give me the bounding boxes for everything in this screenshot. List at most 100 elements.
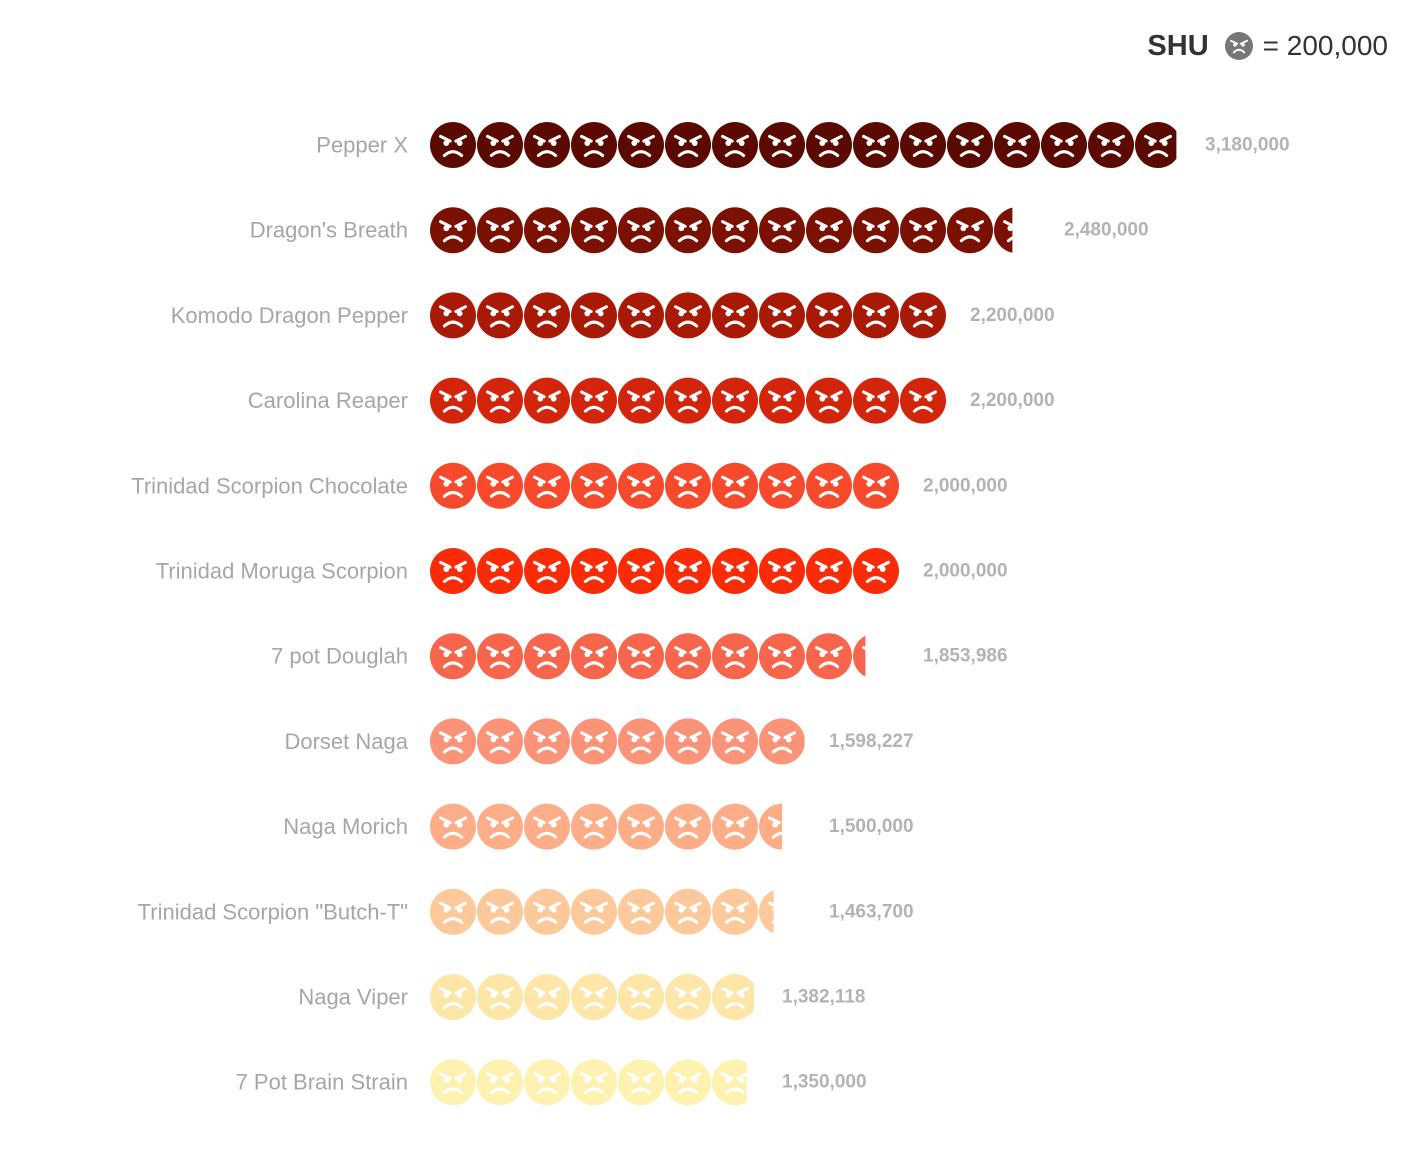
angry-face-icon	[853, 548, 899, 594]
category-label: Trinidad Scorpion Chocolate	[131, 473, 408, 498]
angry-face-icon	[665, 207, 711, 254]
angry-face-icon	[665, 718, 711, 765]
chart-row: Pepper X 3,180,000	[316, 122, 1290, 168]
angry-face-icon	[524, 888, 570, 935]
angry-face-icon	[618, 974, 664, 1020]
angry-face-icon	[618, 718, 664, 765]
angry-face-icon	[571, 803, 617, 850]
angry-face-icon	[430, 1059, 476, 1106]
angry-face-icon	[853, 122, 899, 168]
chart-row: Carolina Reaper 2,200,000	[248, 377, 1055, 424]
angry-face-icon	[524, 548, 570, 594]
angry-face-icon	[712, 718, 758, 765]
chart-row: Naga Viper 1,382,118	[298, 974, 865, 1020]
category-label: Naga Viper	[298, 985, 408, 1010]
angry-face-icon	[759, 207, 805, 254]
angry-face-icon	[571, 462, 617, 509]
angry-face-icon	[712, 377, 758, 424]
value-label: 1,382,118	[782, 987, 865, 1008]
angry-face-icon	[430, 292, 476, 339]
angry-face-icon	[477, 377, 523, 424]
angry-face-icon	[806, 122, 852, 168]
angry-face-icon	[618, 377, 664, 424]
angry-face-icon	[571, 377, 617, 424]
angry-face-icon	[665, 292, 711, 339]
chart-row: Trinidad Scorpion Chocolate 2,000,000	[131, 462, 1008, 509]
angry-face-icon	[759, 633, 805, 680]
angry-face-icon-partial	[712, 1059, 747, 1106]
angry-face-icon	[477, 803, 523, 850]
angry-face-icon	[806, 462, 852, 509]
angry-face-icon	[430, 974, 476, 1020]
value-label: 2,200,000	[970, 390, 1055, 411]
angry-face-icon	[618, 207, 664, 254]
angry-face-icon	[665, 462, 711, 509]
angry-face-icon	[806, 633, 852, 680]
category-label: Dorset Naga	[284, 729, 408, 754]
angry-face-icon	[712, 803, 758, 850]
angry-face-icon	[524, 633, 570, 680]
angry-face-icon	[900, 292, 946, 339]
angry-face-icon	[853, 292, 899, 339]
angry-face-icon	[618, 633, 664, 680]
angry-face-icon	[571, 122, 617, 168]
angry-face-icon	[806, 377, 852, 424]
angry-face-icon-partial	[994, 207, 1013, 253]
angry-face-icon	[430, 803, 476, 850]
angry-face-icon	[477, 1059, 523, 1106]
angry-face-icon-partial	[759, 718, 805, 765]
angry-face-icon	[994, 122, 1040, 168]
chart-row: Dragon's Breath 2,480,000	[250, 207, 1149, 254]
angry-face-icon	[571, 974, 617, 1020]
angry-face-icon	[806, 207, 852, 254]
angry-face-icon	[712, 122, 758, 168]
angry-face-icon	[712, 292, 758, 339]
chart-row: 7 pot Douglah 1,853,986	[271, 633, 1008, 680]
angry-face-icon	[524, 803, 570, 850]
angry-face-icon	[665, 974, 711, 1020]
angry-face-icon	[806, 548, 852, 594]
angry-face-icon	[430, 122, 476, 168]
angry-face-icon	[618, 1059, 664, 1106]
angry-face-icon	[947, 207, 993, 254]
angry-face-icon	[618, 462, 664, 509]
angry-face-icon	[571, 207, 617, 254]
angry-face-icon	[477, 718, 523, 765]
angry-face-icon	[665, 1059, 711, 1106]
category-label: Naga Morich	[283, 814, 408, 839]
value-label: 3,180,000	[1205, 135, 1290, 156]
chart-row: Trinidad Scorpion "Butch-T" 1,463,700	[138, 888, 914, 935]
angry-face-icon	[1088, 122, 1134, 168]
angry-face-icon	[712, 633, 758, 680]
chart-row: Trinidad Moruga Scorpion 2,000,000	[156, 548, 1008, 594]
angry-face-icon	[665, 548, 711, 594]
legend: SHU = 200,000	[1147, 28, 1388, 64]
value-label: 1,500,000	[829, 816, 914, 837]
angry-face-icon-partial	[853, 635, 866, 677]
angry-face-icon	[477, 888, 523, 935]
angry-face-icon	[524, 207, 570, 254]
angry-face-icon	[524, 718, 570, 765]
value-label: 2,000,000	[923, 561, 1008, 582]
chart-row: Naga Morich 1,500,000	[283, 803, 914, 850]
angry-face-icon	[665, 803, 711, 850]
angry-face-icon	[524, 122, 570, 168]
angry-face-icon	[618, 548, 664, 594]
angry-face-icon	[571, 548, 617, 594]
category-label: Komodo Dragon Pepper	[171, 303, 408, 328]
angry-face-icon	[524, 377, 570, 424]
angry-face-icon	[524, 462, 570, 509]
angry-face-icon	[571, 292, 617, 339]
angry-face-icon	[477, 292, 523, 339]
angry-face-icon	[430, 633, 476, 680]
angry-face-icon	[618, 292, 664, 339]
angry-face-icon	[571, 718, 617, 765]
value-label: 2,480,000	[1064, 220, 1149, 241]
angry-face-icon	[665, 122, 711, 168]
value-label: 1,463,700	[829, 901, 914, 922]
angry-face-icon	[665, 888, 711, 935]
angry-face-icon	[477, 207, 523, 254]
category-label: Dragon's Breath	[250, 218, 408, 243]
angry-face-icon-partial	[759, 803, 782, 850]
